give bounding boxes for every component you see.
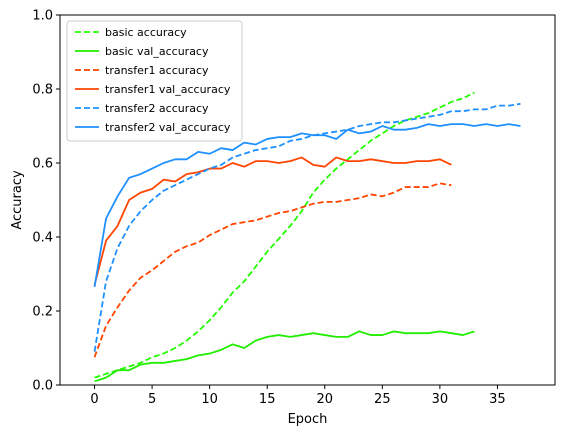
legend-entry-label: transfer2 accuracy xyxy=(105,102,209,115)
series-line-transfer2-accuracy xyxy=(93,102,521,352)
y-tick-label: 1.0 xyxy=(32,9,53,24)
x-tick-label: 30 xyxy=(432,392,449,407)
legend-entry-label: basic val_accuracy xyxy=(105,45,209,58)
y-tick-label: 0.8 xyxy=(32,83,53,98)
y-axis-label: Accuracy xyxy=(10,170,25,230)
y-tick-label: 0.6 xyxy=(32,157,53,172)
series-line-basic-val-accuracy xyxy=(94,330,475,383)
series-line-transfer2-val-accuracy xyxy=(93,123,521,288)
legend: basic accuracy basic val_accuracy transfer… xyxy=(66,20,243,142)
x-tick-label: 20 xyxy=(316,392,333,407)
x-axis-ticks: 0 5 10 15 20 25 30 35 xyxy=(90,385,506,407)
x-tick-label: 10 xyxy=(201,392,218,407)
legend-entry-label: basic accuracy xyxy=(105,26,187,39)
legend-entry-label: transfer1 accuracy xyxy=(105,64,209,77)
series-line-transfer1-accuracy xyxy=(93,182,452,358)
x-tick-label: 5 xyxy=(148,392,156,407)
x-axis-label: Epoch xyxy=(288,412,328,427)
y-axis-ticks: 0.0 0.2 0.4 0.6 0.8 1.0 xyxy=(32,9,60,394)
y-tick-label: 0.2 xyxy=(32,305,53,320)
plot-frame xyxy=(59,14,556,386)
series-layer xyxy=(93,91,521,383)
x-tick-label: 0 xyxy=(90,392,98,407)
x-tick-label: 35 xyxy=(489,392,506,407)
legend-entry-label: transfer2 val_accuracy xyxy=(105,121,231,134)
x-tick-label: 25 xyxy=(374,392,391,407)
y-tick-label: 0.4 xyxy=(32,231,53,246)
y-tick-label: 0.0 xyxy=(32,379,53,394)
series-line-basic-accuracy xyxy=(94,91,475,379)
series-line-transfer1-val-accuracy xyxy=(93,156,452,286)
legend-entry-label: transfer1 val_accuracy xyxy=(105,83,231,96)
x-tick-label: 15 xyxy=(259,392,276,407)
legend-box xyxy=(66,20,243,142)
